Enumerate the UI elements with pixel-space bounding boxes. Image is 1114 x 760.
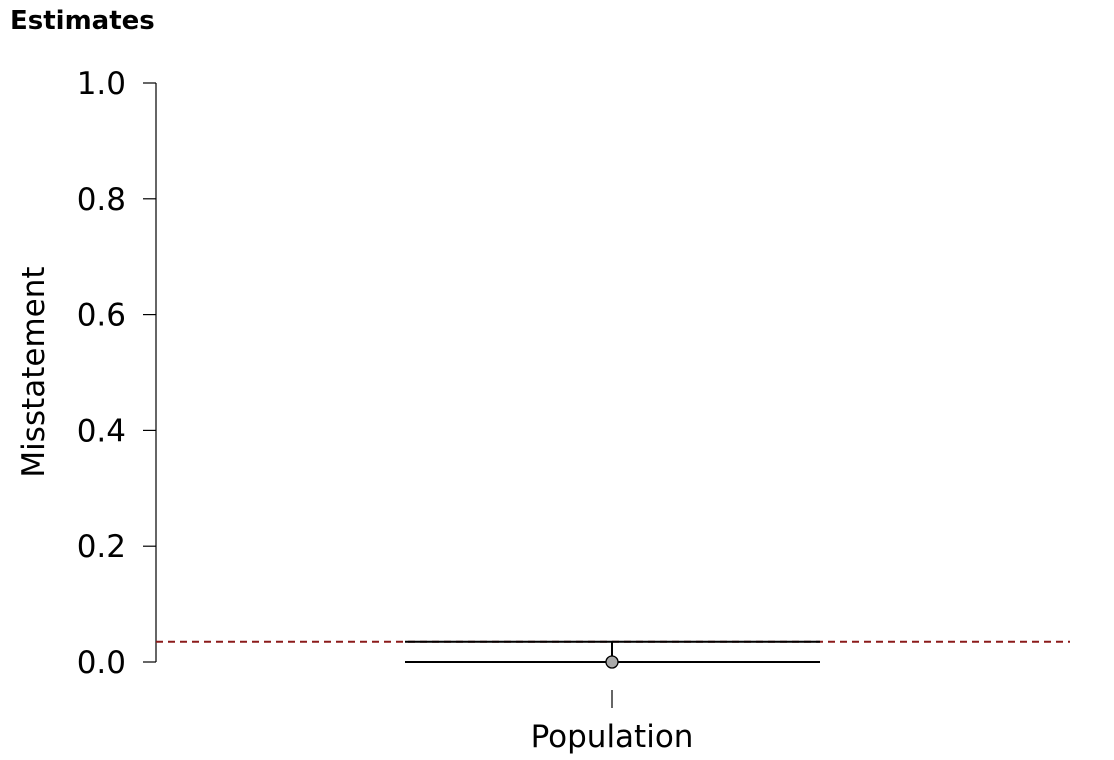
y-tick-label: 0.0: [77, 645, 126, 681]
x-axis: Population: [531, 690, 694, 755]
y-tick-label: 0.8: [77, 182, 126, 218]
x-tick-label: Population: [531, 719, 694, 755]
y-tick-label: 0.6: [77, 298, 126, 334]
y-axis-label: Misstatement: [16, 266, 52, 477]
y-axis: 0.0 0.2 0.4 0.6 0.8 1.0: [77, 66, 157, 681]
chart-marks: [156, 640, 1070, 669]
section-title: Estimates: [10, 6, 155, 36]
y-tick-label: 0.4: [77, 413, 126, 449]
y-tick-label: 0.2: [77, 529, 126, 565]
estimate-point: [605, 655, 619, 669]
y-tick-label: 1.0: [77, 66, 126, 102]
